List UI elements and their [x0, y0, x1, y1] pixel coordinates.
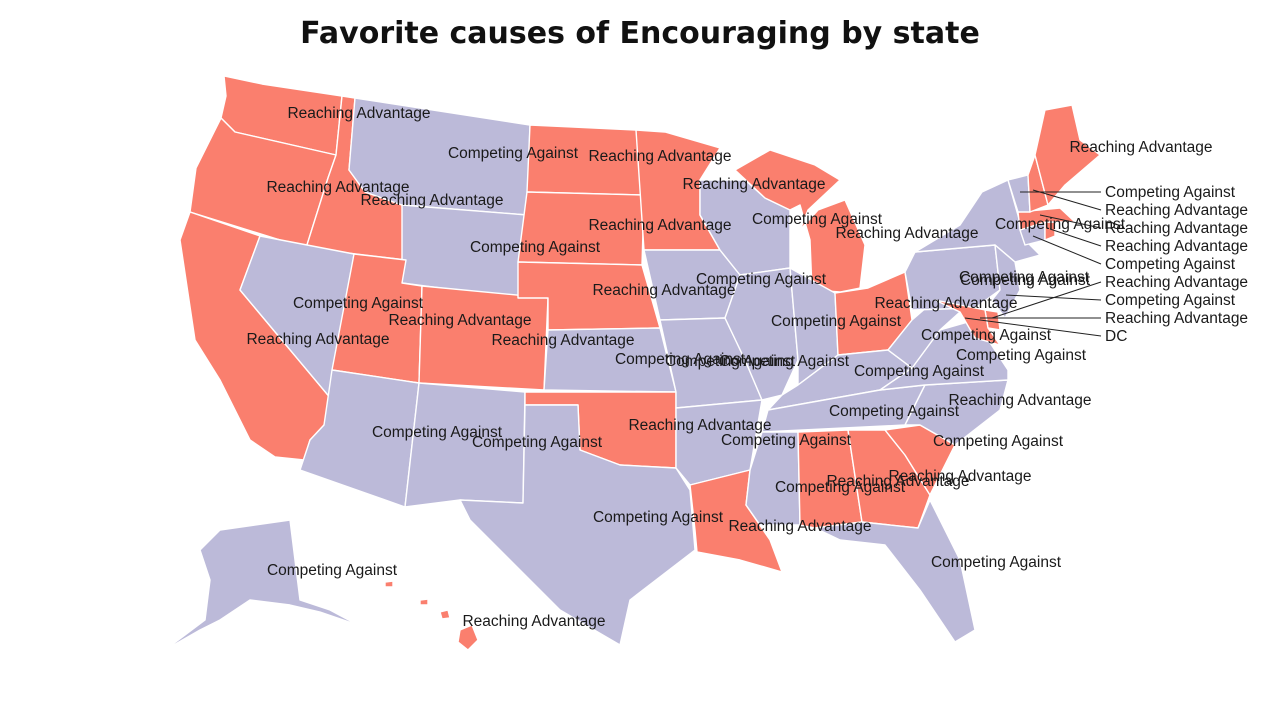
state-label-or: Reaching Advantage: [266, 179, 409, 196]
state-label-in: Competing Against: [719, 353, 850, 370]
state-label-nd: Reaching Advantage: [588, 148, 731, 165]
state-label-ks: Competing Against: [615, 351, 746, 368]
state-label-wa: Reaching Advantage: [287, 105, 430, 122]
state-label-nh: Reaching Advantage: [1105, 202, 1248, 219]
leader-lines-layer: [964, 189, 1102, 337]
state-label-sd: Reaching Advantage: [588, 217, 731, 234]
state-label-dc: DC: [1105, 328, 1127, 345]
leader-line-dc: [964, 317, 1102, 337]
state-label-vt: Competing Against: [1105, 184, 1236, 201]
state-label-nv: Competing Against: [293, 295, 424, 312]
state-label-wi: Competing Against: [752, 211, 883, 228]
state-label-ky: Competing Against: [854, 363, 985, 380]
state-label-ia: Competing Against: [696, 271, 827, 288]
state-label-ga: Reaching Advantage: [888, 468, 1031, 485]
state-label-mn: Reaching Advantage: [682, 176, 825, 193]
state-label-pa: Competing Against: [959, 269, 1090, 286]
state-label-ri: Reaching Advantage: [1105, 238, 1248, 255]
state-label-de: Reaching Advantage: [1105, 274, 1248, 291]
state-label-hi: Reaching Advantage: [462, 613, 605, 630]
map-title: Favorite causes of Encouraging by state: [300, 16, 980, 51]
state-label-me: Reaching Advantage: [1069, 139, 1212, 156]
state-label-la: Reaching Advantage: [728, 518, 871, 535]
state-label-wv: Competing Against: [921, 327, 1052, 344]
state-mi: [734, 149, 866, 293]
leader-line-de: [991, 281, 1102, 319]
state-label-nj: Competing Against: [1105, 292, 1236, 309]
state-label-sc: Reaching Advantage: [948, 392, 1091, 409]
leader-line-ct: [1032, 235, 1102, 265]
state-label-al: Reaching Advantage: [826, 473, 969, 490]
state-ma: [1017, 207, 1076, 231]
state-label-wy: Competing Against: [470, 239, 601, 256]
state-label-mo: Competing Against: [665, 353, 796, 370]
state-label-ok: Reaching Advantage: [628, 417, 771, 434]
state-fl: [814, 499, 976, 643]
state-label-ma: Reaching Advantage: [1105, 220, 1248, 237]
state-hi: [384, 580, 479, 651]
state-label-mi: Reaching Advantage: [835, 225, 978, 242]
state-label-ak: Competing Against: [267, 562, 398, 579]
state-label-tx: Competing Against: [593, 509, 724, 526]
state-label-il: Competing Against: [771, 313, 902, 330]
state-label-az: Competing Against: [372, 424, 503, 441]
state-sc: [884, 424, 956, 496]
leader-line-nj: [1005, 294, 1102, 301]
state-label-ms: Competing Against: [775, 479, 906, 496]
state-label-ny: Competing Against: [995, 216, 1126, 233]
leader-line-nh: [1032, 189, 1102, 211]
state-label-id: Reaching Advantage: [360, 192, 503, 209]
states-layer: [164, 75, 1101, 651]
state-label-ar: Competing Against: [721, 432, 852, 449]
state-label-tn: Competing Against: [829, 403, 960, 420]
state-label-ct: Competing Against: [1105, 256, 1236, 273]
state-me: [1034, 104, 1101, 206]
state-ak: [164, 519, 359, 651]
state-label-nc: Competing Against: [933, 433, 1064, 450]
state-label-oh: Reaching Advantage: [874, 295, 1017, 312]
state-label-md: Reaching Advantage: [1105, 310, 1248, 327]
state-label-mt: Competing Against: [448, 145, 579, 162]
state-md: [934, 299, 1001, 346]
state-label-ut: Reaching Advantage: [388, 312, 531, 329]
state-label-ca: Reaching Advantage: [246, 331, 389, 348]
leader-line-ma: [1039, 214, 1102, 229]
state-label-va: Competing Against: [956, 347, 1087, 364]
leader-line-ri: [1049, 228, 1102, 247]
state-label-nj: Competing Against: [960, 272, 1091, 289]
state-label-co: Reaching Advantage: [491, 332, 634, 349]
state-label-nm: Competing Against: [472, 434, 603, 451]
state-tx: [459, 404, 696, 646]
state-label-ne: Reaching Advantage: [592, 282, 735, 299]
state-label-fl: Competing Against: [931, 554, 1062, 571]
